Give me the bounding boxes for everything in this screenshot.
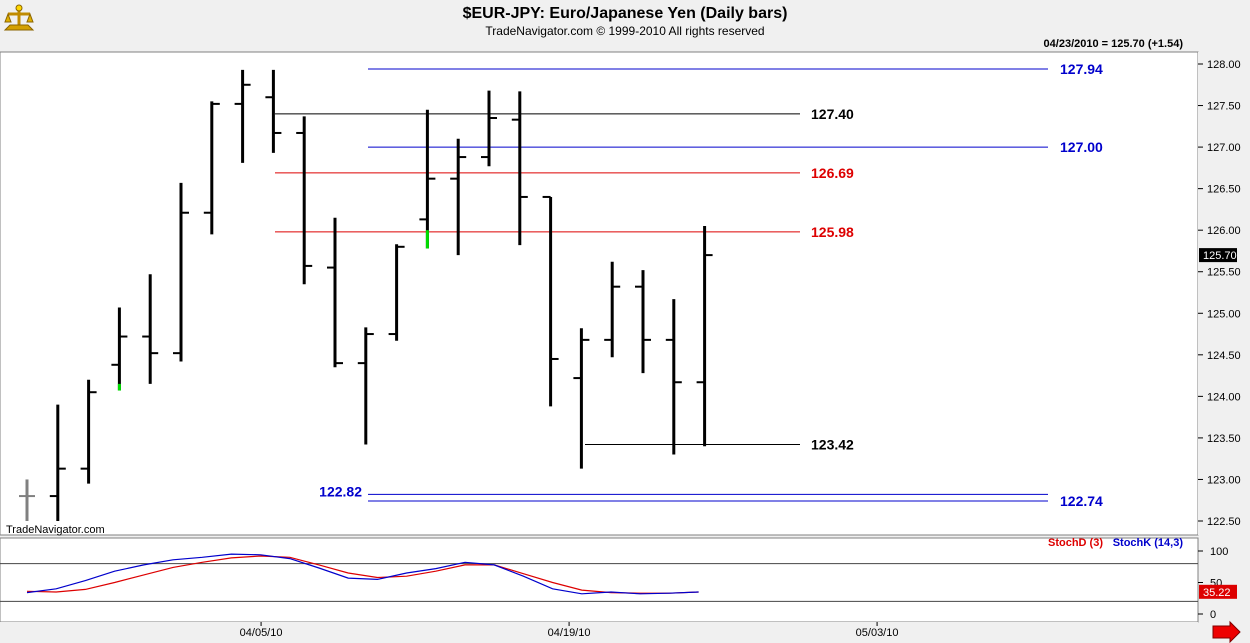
price-tick-label: 123.50 [1207,433,1241,445]
price-tick-label: 128.00 [1207,59,1241,71]
chart-title: $EUR-JPY: Euro/Japanese Yen (Daily bars) [463,5,788,22]
quote-readout: 04/23/2010 = 125.70 (+1.54) [1044,38,1184,50]
stochastic-lines: StochD (3) StochK (14,3) [0,537,1198,602]
level-lines: 127.94 127.40 127.00 126.69 125.98 123.42 122.… [275,61,1103,509]
scroll-right-arrow-icon[interactable] [1212,620,1241,643]
trade-navigator-logo [3,2,35,34]
price-tick-label: 123.00 [1207,474,1241,486]
stoch-legend-label: StochD (3) [1048,537,1103,549]
price-axis: 122.50 123.00 123.50 124.00 124.50 125.00 125.… [1198,59,1241,528]
level-label: 127.94 [1060,61,1103,77]
date-tick-label: 04/19/10 [548,627,591,639]
price-panel [0,51,1199,536]
stoch-legend-label: StochK (14,3) [1113,537,1184,549]
last-price-box [1199,248,1237,263]
stoch-last-label: 35.22 [1203,587,1231,599]
level-label: 122.74 [1060,493,1103,509]
date-tick-label: 05/03/10 [856,627,899,639]
stoch-k-line [26,553,699,595]
price-tick-label: 125.00 [1207,308,1241,320]
stoch-panel [0,537,1199,623]
price-bars [19,69,713,521]
date-tick-label: 04/05/10 [240,627,283,639]
price-tick-label: 126.00 [1207,225,1241,237]
level-label: 123.42 [811,437,854,453]
price-tick-label: 122.50 [1207,516,1241,528]
stoch-tick-label: 100 [1210,546,1228,558]
price-tick-label: 125.50 [1207,267,1241,279]
stoch-last-box [1199,584,1237,599]
chart-copyright: TradeNavigator.com © 1999-2010 All right… [485,24,764,38]
level-label: 127.00 [1060,139,1103,155]
price-axis-panel [1198,52,1250,535]
price-tick-label: 124.00 [1207,391,1241,403]
level-label: 125.98 [811,224,854,240]
level-label: 126.69 [811,165,854,181]
stoch-d-line [26,555,699,594]
last-price-marker: 125.70 [1199,248,1237,262]
level-label: 127.40 [811,106,854,122]
price-tick-label: 127.50 [1207,101,1241,113]
date-axis: 04/05/10 04/19/10 05/03/10 [240,622,899,639]
date-axis-panel [0,622,1198,643]
price-tick-label: 126.50 [1207,184,1241,196]
price-tick-label: 124.50 [1207,350,1241,362]
watermark: TradeNavigator.com [6,524,105,536]
last-price-label: 125.70 [1203,250,1237,262]
stoch-tick-label: 0 [1210,609,1216,621]
level-label: 122.82 [319,483,362,499]
price-tick-label: 127.00 [1207,142,1241,154]
